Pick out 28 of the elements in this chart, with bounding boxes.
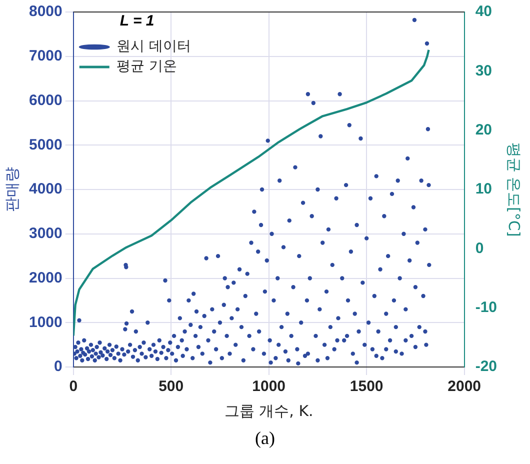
- y2-tick-label: 10: [475, 180, 492, 198]
- y-tick-label: 0: [54, 358, 62, 376]
- y2-axis-title: 평균 온도[°C]: [505, 142, 524, 237]
- y2-tick-label: -20: [475, 358, 498, 376]
- x-tick-label: 1500: [350, 378, 384, 396]
- x-tick-label: 500: [158, 378, 184, 396]
- y-tick-label: 7000: [28, 48, 62, 65]
- y-tick-label: 3000: [28, 225, 62, 242]
- y-tick-label: 4000: [28, 180, 62, 198]
- legend-label: 원시 데이터: [116, 38, 191, 55]
- y2-tick-label: 20: [475, 121, 492, 138]
- x-tick-label: 1000: [252, 378, 286, 396]
- legend-label: 평균 기온: [116, 58, 177, 75]
- text: (a): [254, 428, 276, 449]
- y2-tick-label: -10: [475, 298, 498, 316]
- x-axis-title: 그룹 개수, K.: [224, 402, 314, 420]
- y-tick-label: 6000: [28, 92, 62, 109]
- y-tick-label: 8000: [28, 3, 62, 20]
- y-tick-label: 1000: [28, 314, 62, 331]
- y-axis-title: 판매량: [2, 167, 21, 212]
- y2-tick-label: 30: [475, 62, 492, 80]
- x-tick-label: 2000: [448, 378, 482, 396]
- y2-tick-label: 40: [475, 3, 492, 20]
- y-tick-label: 5000: [28, 136, 62, 154]
- legend-title: L = 1: [120, 12, 154, 30]
- x-tick-label: 0: [69, 378, 78, 396]
- y2-tick-label: 0: [475, 240, 484, 257]
- y-tick-label: 2000: [28, 269, 62, 286]
